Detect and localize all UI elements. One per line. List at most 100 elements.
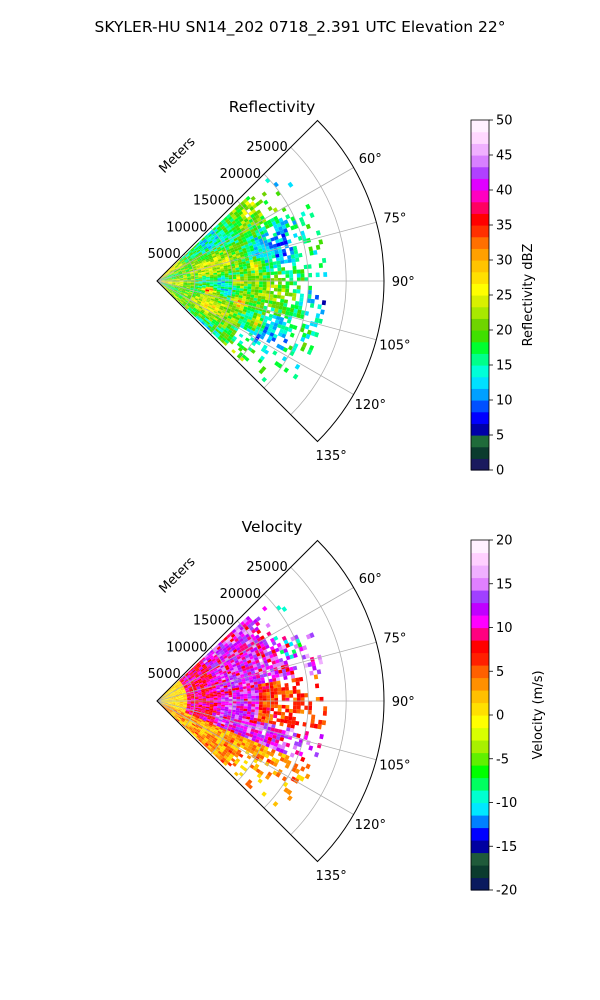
radar-gate <box>200 321 205 326</box>
radar-gate <box>250 294 255 298</box>
radar-gate <box>216 675 221 679</box>
radar-gate <box>217 281 222 284</box>
radar-gate <box>209 276 214 279</box>
radar-gate <box>213 702 218 705</box>
radar-gate <box>198 278 203 280</box>
radar-gate <box>190 247 194 251</box>
radar-gate <box>244 663 250 668</box>
radar-gate <box>273 294 278 299</box>
radar-gate <box>249 731 255 735</box>
radar-gate <box>204 675 209 679</box>
radar-gate <box>300 766 306 772</box>
radar-gate <box>243 306 248 310</box>
radar-gate <box>257 298 262 302</box>
radar-gate <box>279 256 284 261</box>
radar-gate <box>199 714 204 718</box>
radar-gate <box>181 289 186 292</box>
radar-gate <box>221 668 227 672</box>
radar-gate <box>182 286 187 288</box>
radar-gate <box>174 708 178 711</box>
radar-gate <box>215 740 220 745</box>
radar-gate <box>191 263 196 266</box>
radar-gate <box>170 693 175 696</box>
radar-gate <box>172 711 176 715</box>
radar-gate <box>288 641 294 647</box>
radar-gate <box>198 703 203 705</box>
radar-gate <box>277 708 282 712</box>
radar-gate <box>175 697 180 699</box>
radar-gate <box>171 293 175 297</box>
radar-gate <box>308 701 313 706</box>
radar-gate <box>203 659 208 664</box>
radar-gate <box>192 313 197 318</box>
radar-gate <box>220 706 225 709</box>
radar-gate <box>275 747 281 752</box>
radar-gate <box>235 687 240 691</box>
radar-gate <box>218 680 223 684</box>
radar-gate <box>163 284 168 286</box>
radar-gate <box>223 655 228 660</box>
radar-gate <box>160 698 165 700</box>
radar-gate <box>217 694 222 697</box>
radar-gate <box>246 738 252 743</box>
radar-gate <box>244 243 250 248</box>
radar-gate <box>164 281 169 283</box>
radar-gate <box>232 648 238 654</box>
radar-gate <box>255 616 262 622</box>
radar-gate <box>255 275 260 279</box>
radar-gate <box>160 279 165 281</box>
angular-tick-label: 90° <box>392 695 415 710</box>
radar-gate <box>187 279 192 281</box>
radar-gate <box>187 277 191 279</box>
radar-gate <box>186 303 191 307</box>
radar-gate <box>198 298 203 302</box>
radar-gate <box>175 265 180 269</box>
radar-gate <box>241 245 246 250</box>
angular-tick-label: 105° <box>379 759 410 774</box>
radar-gate <box>191 676 196 680</box>
radar-gate <box>289 727 295 733</box>
radar-gate <box>226 661 232 665</box>
plot-frame <box>156 119 385 443</box>
radar-gate <box>247 696 252 699</box>
radar-gate <box>204 247 209 252</box>
radar-gate <box>179 677 183 681</box>
radar-gate <box>224 747 230 752</box>
radar-gate <box>186 274 191 277</box>
radar-gate <box>268 222 274 228</box>
colorbar-segment <box>471 330 489 343</box>
radar-gate <box>239 744 245 749</box>
radar-gate <box>167 285 171 288</box>
radar-gate <box>201 271 206 274</box>
radar-gate <box>177 268 181 272</box>
radar-gate <box>241 236 246 241</box>
radar-gate <box>245 677 250 682</box>
radar-gate <box>207 739 212 744</box>
radar-gate <box>209 299 215 303</box>
radar-gate <box>182 255 187 260</box>
radar-gate <box>220 758 225 764</box>
radar-gate <box>205 695 210 698</box>
radar-gate <box>184 712 189 715</box>
radar-gate <box>229 257 234 261</box>
radar-gate <box>225 678 230 682</box>
radar-gate <box>186 286 191 288</box>
radar-gate <box>197 664 202 669</box>
radar-gate <box>169 709 174 712</box>
radar-gate <box>273 655 279 661</box>
radar-gate <box>198 697 203 699</box>
colorbar-tick-label: 45 <box>496 149 513 164</box>
radar-gate <box>216 688 221 692</box>
radar-gate <box>267 650 273 656</box>
radar-gate <box>175 276 180 278</box>
radar-gate <box>207 262 212 266</box>
radar-gate <box>215 305 220 309</box>
radar-gate <box>251 273 256 277</box>
radar-gate <box>198 665 203 670</box>
radar-gate <box>184 267 189 270</box>
radar-gate <box>249 679 254 683</box>
radar-gate <box>291 296 297 301</box>
colorbar-segment <box>471 790 489 804</box>
radar-gate <box>261 713 266 717</box>
radar-gate <box>266 238 272 243</box>
